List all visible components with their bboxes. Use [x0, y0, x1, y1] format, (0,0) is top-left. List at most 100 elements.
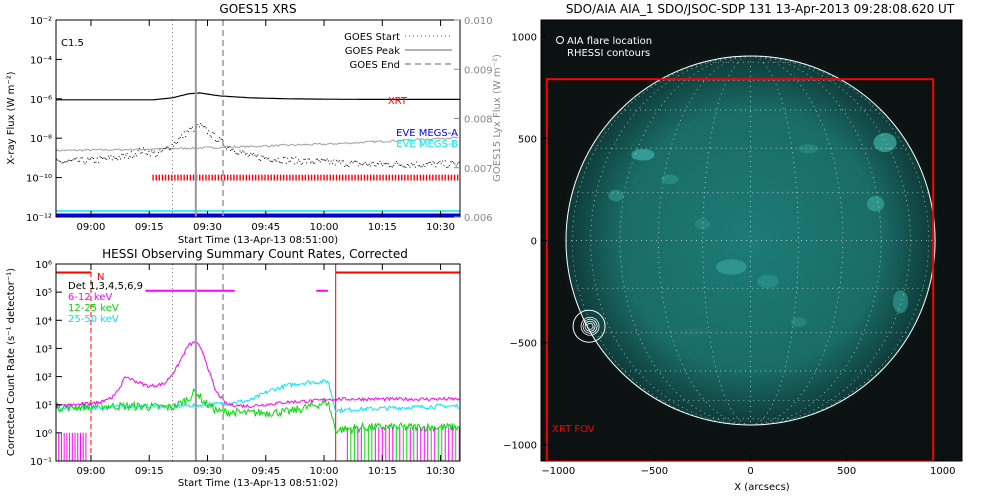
goes-short-point — [61, 162, 63, 164]
goes-ytick-label: 10⁻¹⁰ — [26, 174, 52, 185]
legend-goes-start: GOES Start — [344, 32, 400, 43]
active-region — [798, 143, 818, 154]
goes-short-point — [423, 164, 425, 166]
hessi-detectors: Det 1,3,4,5,6,9 — [68, 281, 143, 292]
goes-short-point — [348, 166, 350, 168]
goes-ytick-label: 10⁻⁶ — [30, 95, 52, 106]
goes-short-point — [323, 159, 325, 161]
goes-short-point — [455, 165, 457, 167]
goes-short-point — [450, 161, 452, 163]
legend-goes-end: GOES End — [350, 60, 400, 71]
goes-short-point — [414, 166, 416, 168]
goes-short-point — [389, 166, 391, 168]
goes-short-point — [365, 163, 367, 165]
hessi-xlabel: Start Time (13-Apr-13 08:51:02) — [178, 478, 338, 489]
xrt-label: XRT — [388, 96, 408, 107]
goes-short-point — [140, 152, 142, 154]
goes-short-point — [170, 148, 172, 150]
goes-short-point — [189, 127, 191, 129]
goes-short-point — [65, 161, 67, 163]
goes-short-point — [236, 153, 238, 155]
goes-short-point — [385, 163, 387, 165]
goes-short-point — [448, 165, 450, 167]
goes-short-point — [75, 158, 77, 160]
goes-short-point — [186, 130, 188, 132]
goes-short-point — [319, 161, 321, 163]
goes-short-point — [268, 157, 270, 159]
goes-short-point — [80, 157, 82, 159]
goes-xtick-label: 09:30 — [193, 222, 222, 233]
goes-short-point — [255, 155, 257, 157]
goes-xtick-label: 10:30 — [426, 222, 455, 233]
hessi-ytick-label: 10⁴ — [35, 316, 52, 327]
goes-short-point — [251, 154, 253, 156]
hessi-xtick-label: 10:15 — [368, 466, 397, 477]
goes-short-point — [342, 160, 344, 162]
goes-short-point — [230, 149, 232, 151]
goes-short-point — [129, 155, 131, 157]
goes-short-point — [416, 161, 418, 163]
goes-short-point — [121, 153, 123, 155]
goes-ylabel: X-ray Flux (W m⁻²) — [6, 71, 17, 164]
goes-short-point — [397, 162, 399, 164]
goes-short-point — [412, 164, 414, 166]
hessi-band-25-50: 25-50 keV — [68, 314, 119, 325]
goes-short-point — [119, 158, 121, 160]
goes-short-point — [352, 162, 354, 164]
goes-short-point — [258, 159, 260, 161]
hessi-ytick-label: 10⁵ — [35, 288, 52, 299]
goes-short-point — [322, 159, 324, 161]
goes-short-point — [394, 162, 396, 164]
goes-short-point — [182, 137, 184, 139]
goes-ytick-label: 10⁻⁸ — [30, 134, 52, 145]
goes-short-point — [103, 157, 105, 159]
goes-short-point — [444, 160, 446, 162]
goes-short-point — [151, 150, 153, 152]
goes-short-point — [359, 162, 361, 164]
goes-short-point — [104, 158, 106, 160]
goes-short-point — [58, 160, 60, 162]
goes-short-point — [210, 136, 212, 138]
goes-short-point — [117, 159, 119, 161]
goes-short-point — [317, 158, 319, 160]
goes-short-point — [217, 140, 219, 142]
goes-short-point — [72, 159, 74, 161]
goes-short-point — [259, 159, 261, 161]
goes-short-point — [427, 163, 429, 165]
goes-short-point — [250, 152, 252, 154]
goes-short-point — [292, 158, 294, 160]
goes-short-point — [288, 161, 290, 163]
goes-short-point — [130, 151, 132, 153]
hessi-flag-n: N — [97, 272, 104, 283]
goes-short-point — [102, 158, 104, 160]
hessi-frame — [55, 263, 461, 462]
goes-short-point — [401, 164, 403, 166]
goes-short-point — [387, 163, 389, 165]
hessi-6-12-series — [56, 340, 460, 409]
goes-short-point — [321, 158, 323, 160]
goes-xtick-label: 10:00 — [310, 222, 339, 233]
goes-short-point — [64, 161, 66, 163]
goes-short-point — [338, 160, 340, 162]
goes-short-point — [134, 153, 136, 155]
goes-short-point — [391, 166, 393, 168]
goes-short-point — [193, 130, 195, 132]
goes-short-point — [457, 163, 459, 165]
goes-short-point — [208, 130, 210, 132]
goes-short-point — [137, 150, 139, 152]
goes-short-point — [179, 136, 181, 138]
goes-short-point — [272, 161, 274, 163]
goes-short-point — [99, 156, 101, 158]
goes-short-point — [162, 150, 164, 152]
solar-limb — [565, 55, 936, 426]
goes-short-point — [336, 159, 338, 161]
goes-short-point — [356, 161, 358, 163]
goes-short-point — [87, 157, 89, 159]
goes-short-point — [98, 162, 100, 164]
goes-short-point — [249, 154, 251, 156]
goes-short-point — [257, 154, 259, 156]
goes-short-point — [164, 147, 166, 149]
goes-panel: GOES15 XRS 09:00 09:15 09:30 09:45 10:00 10:1… — [6, 2, 503, 246]
goes-short-point — [157, 151, 159, 153]
